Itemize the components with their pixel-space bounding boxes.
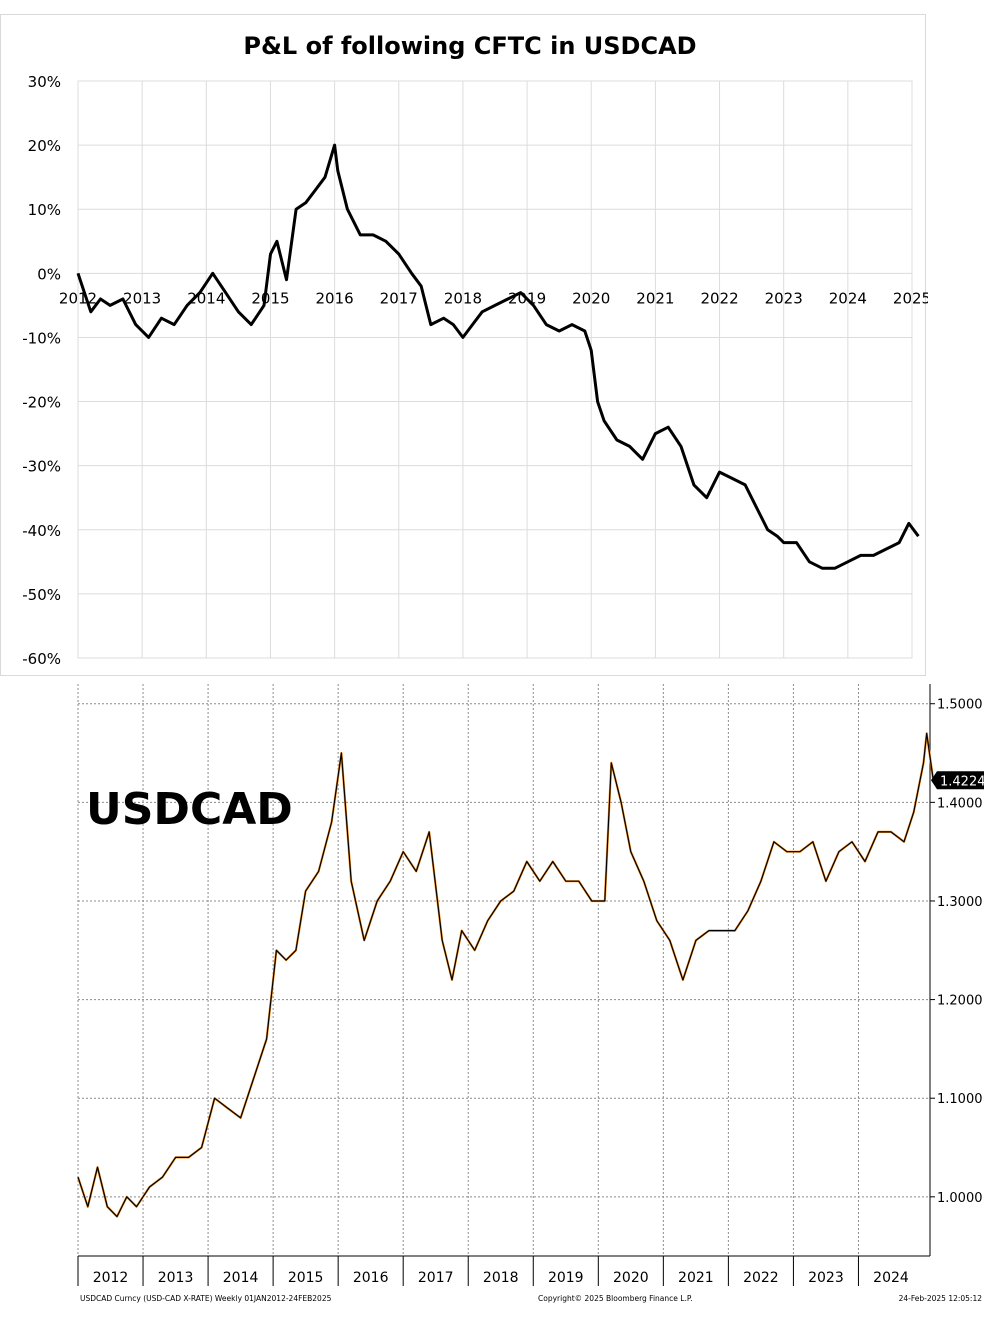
usdcad-x-tick-label: 2019 — [548, 1270, 584, 1286]
usdcad-chart-title: USDCAD — [86, 784, 293, 835]
usdcad-y-tick-label: 1.4000 — [937, 796, 983, 811]
pnl-x-tick-label: 2022 — [700, 289, 738, 307]
pnl-x-tick-label: 2013 — [123, 289, 161, 307]
footer-left-text: USDCAD Curncy (USD-CAD X-RATE) Weekly 01… — [80, 1294, 332, 1303]
usdcad-x-tick-label: 2024 — [873, 1270, 909, 1286]
pnl-x-tick-label: 2023 — [765, 289, 803, 307]
pnl-x-tick-label: 2016 — [316, 289, 354, 307]
usdcad-chart: USDCAD 1.5000 1.4000 1.3000 1.2000 1.1000 1.0… — [76, 684, 986, 1303]
usdcad-x-tick-label: 2018 — [483, 1270, 519, 1286]
usdcad-chart-grid — [77, 684, 930, 1256]
pnl-y-tick-label: -50% — [22, 586, 61, 604]
pnl-chart-title: P&L of following CFTC in USDCAD — [243, 32, 696, 60]
pnl-x-tick-label: 2020 — [572, 289, 610, 307]
usdcad-series-line — [77, 732, 934, 1218]
pnl-y-tick-label: -60% — [22, 650, 61, 668]
pnl-y-tick-label: -10% — [22, 329, 61, 347]
usdcad-x-tick-label: 2020 — [613, 1270, 649, 1286]
usdcad-x-tick-label: 2017 — [418, 1270, 454, 1286]
usdcad-y-tick-label: 1.1000 — [937, 1092, 983, 1107]
pnl-x-tick-label: 2024 — [829, 289, 867, 307]
pnl-x-tick-label: 2015 — [251, 289, 289, 307]
usdcad-x-tick-label: 2013 — [158, 1270, 194, 1286]
usdcad-x-tick-label: 2023 — [808, 1270, 844, 1286]
pnl-y-tick-label: 30% — [28, 73, 61, 91]
pnl-chart-grid — [77, 80, 913, 659]
usdcad-x-tick-label: 2014 — [223, 1270, 259, 1286]
usdcad-x-tick-label: 2015 — [288, 1270, 324, 1286]
usdcad-y-tick-label: 1.3000 — [937, 895, 983, 910]
pnl-y-tick-label: 10% — [28, 201, 61, 219]
usdcad-x-tick-label: 2021 — [678, 1270, 714, 1286]
pnl-x-tick-label: 2021 — [636, 289, 674, 307]
pnl-y-tick-label: -30% — [22, 458, 61, 476]
usdcad-chart-x-axis: 2012 2013 2014 2015 2016 2017 2018 2019 2020 2021… — [77, 1256, 909, 1286]
usdcad-last-value-label: 1.4224 — [940, 774, 986, 789]
pnl-y-tick-label: -40% — [22, 522, 61, 540]
pnl-chart-x-axis: 2012 2013 2014 2015 2016 2017 2018 2019 2020 2021… — [59, 289, 928, 307]
pnl-y-tick-label: -20% — [22, 394, 61, 412]
usdcad-x-tick-label: 2012 — [93, 1270, 129, 1286]
footer-right-text: 24-Feb-2025 12:05:12 — [899, 1294, 983, 1303]
usdcad-y-tick-label: 1.5000 — [937, 698, 983, 713]
pnl-x-tick-label: 2025 — [893, 289, 928, 307]
pnl-x-tick-label: 2018 — [444, 289, 482, 307]
footer-center-text: Copyright© 2025 Bloomberg Finance L.P. — [538, 1294, 693, 1303]
pnl-y-tick-label: 20% — [28, 137, 61, 155]
usdcad-chart-y-axis: 1.5000 1.4000 1.3000 1.2000 1.1000 1.0000 — [930, 698, 983, 1206]
usdcad-y-tick-label: 1.0000 — [937, 1191, 983, 1206]
pnl-x-tick-label: 2017 — [380, 289, 418, 307]
usdcad-x-tick-label: 2016 — [353, 1270, 389, 1286]
pnl-chart-y-axis: 30% 20% 10% 0% -10% -20% -30% -40% -50% -60% — [22, 73, 61, 668]
usdcad-last-value-badge: 1.4224 — [931, 771, 986, 790]
pnl-x-tick-label: 2012 — [59, 289, 97, 307]
pnl-series-line — [76, 143, 920, 570]
usdcad-y-tick-label: 1.2000 — [937, 994, 983, 1009]
usdcad-x-tick-label: 2022 — [743, 1270, 779, 1286]
pnl-chart: P&L of following CFTC in USDCAD 30% 20% 10… — [0, 14, 928, 676]
pnl-y-tick-label: 0% — [37, 265, 61, 283]
